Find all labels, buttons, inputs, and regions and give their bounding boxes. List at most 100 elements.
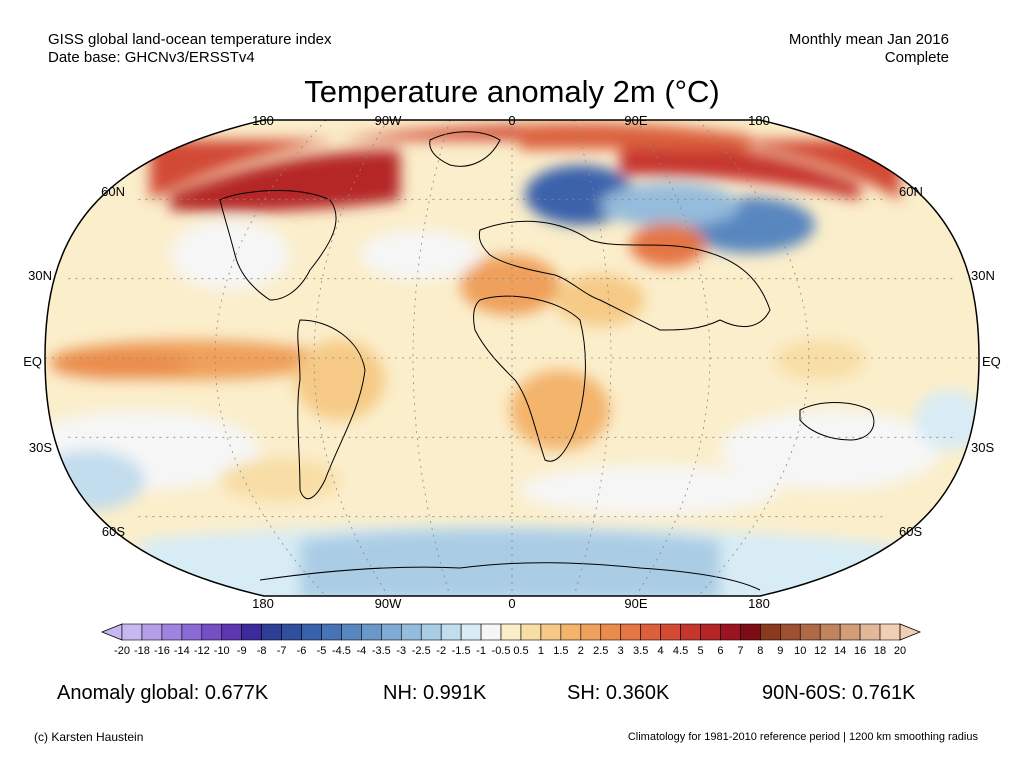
colorbar-box [819,623,841,641]
header-left: GISS global land-ocean temperature index… [48,31,332,67]
colorbar-box [201,623,223,641]
colorbar-box [859,623,881,641]
colorbar-tick-label: -7 [277,645,287,657]
graticule-meridian [214,119,327,597]
lat-label: 60S [102,524,125,539]
colorbar-tick-label: 3.5 [633,645,648,657]
lat-label: 30N [28,268,52,283]
colorbar-box [341,623,362,641]
colorbar-tick-label: 4 [658,645,664,657]
colorbar-box [281,623,302,641]
colorbar-tick-label: -0.5 [492,645,511,657]
colorbar-box [680,623,701,641]
colorbar-box [600,623,622,641]
stat-band-anomaly: 90N-60S: 0.761K [762,682,916,704]
colorbar-box [480,623,502,641]
colorbar-tick-label: 3 [618,645,624,657]
colorbar-box [760,623,781,641]
lat-label: 30S [29,440,52,455]
colorbar-box [520,623,542,641]
lat-label: 60N [899,184,923,199]
stat-nh-anomaly: NH: 0.991K [383,682,487,704]
colorbar-tick-label: 8 [757,645,763,657]
colorbar-min-arrow [100,623,123,641]
dataset-title: GISS global land-ocean temperature index [48,31,332,48]
colorbar-tick-label: -12 [194,645,210,657]
colorbar-box [420,623,442,641]
colorbar-box [720,623,741,641]
colorbar-tick-label: -3.5 [372,645,391,657]
lon-label: 180 [748,113,770,128]
lon-label: 0 [508,113,515,128]
colorbar-tick-label: -3 [396,645,406,657]
copyright: (c) Karsten Haustein [34,730,144,744]
lat-label: EQ [23,354,42,369]
colorbar-tick-label: 5 [697,645,703,657]
stat-global-anomaly: Anomaly global: 0.677K [57,682,269,704]
lat-labels-left: 60N 30N EQ 30S 60S [23,184,125,539]
lon-label: 90E [624,596,647,610]
graticule-meridian [635,119,711,597]
colorbar-tick-label: 14 [834,645,846,657]
colorbar-box [361,623,382,641]
colorbar-tick-label: -5 [317,645,327,657]
colorbar-box [321,623,342,641]
colorbar-boxes [100,623,922,641]
colorbar-tick-label: 2 [578,645,584,657]
colorbar-box [500,623,522,641]
lat-label: 30N [971,268,995,283]
colorbar-box [261,623,282,641]
colorbar-tick-label: -1.5 [452,645,471,657]
colorbar-box [700,623,721,641]
colorbar-box [540,623,562,641]
colorbar-tick-label: 9 [777,645,783,657]
colorbar-box [460,623,482,641]
colorbar-box [121,623,143,641]
colorbar-tick-label: 10 [794,645,806,657]
colorbar-box [780,623,801,641]
lon-label: 180 [252,113,274,128]
lat-label: EQ [982,354,1001,369]
lon-labels-top: 180 90W 0 90E 180 [252,113,770,128]
colorbar-tick-label: -2.5 [412,645,431,657]
colorbar-tick-label: 4.5 [673,645,688,657]
colorbar-box [440,623,462,641]
colorbar-box [181,623,203,641]
colorbar-box [660,623,681,641]
colorbar-box [580,623,602,641]
globe-outline [44,119,980,597]
lat-label: 60S [899,524,922,539]
colorbar-tick-label: 6 [717,645,723,657]
colorbar-tick-label: -9 [237,645,247,657]
colorbar-tick-label: 1.5 [553,645,568,657]
colorbar-box [141,623,163,641]
colorbar-tick-label: 18 [874,645,886,657]
anomaly-map: 180 90W 0 90E 180 180 90W 0 90E 180 60N … [23,113,1001,610]
colorbar-tick-label: -18 [134,645,150,657]
lon-label: 90W [375,113,402,128]
graticule-meridian [313,119,389,597]
colorbar-box [301,623,322,641]
database-label: Date base: GHCNv3/ERSSTv4 [48,49,255,66]
status-label: Complete [884,49,949,66]
period-label: Monthly mean Jan 2016 [788,31,949,48]
graticule [45,119,979,597]
colorbar-tick-label: -14 [174,645,190,657]
colorbar-tick-label: 0.5 [513,645,528,657]
colorbar-box [640,623,661,641]
colorbar-tick-label: -4 [356,645,366,657]
colorbar-box [799,623,821,641]
colorbar-tick-label: 16 [854,645,866,657]
colorbar-tick-label: -1 [476,645,486,657]
header-right: Monthly mean Jan 2016 Complete [789,31,949,67]
colorbar-tick-label: 7 [737,645,743,657]
colorbar-max-arrow [899,623,922,641]
colorbar-box [879,623,901,641]
colorbar-box [839,623,861,641]
lon-label: 0 [508,596,515,610]
lon-label: 90E [624,113,647,128]
colorbar-tick-label: -16 [154,645,170,657]
colorbar-box [161,623,183,641]
colorbar-box [400,623,422,641]
colorbar-ticks: -20 -18 -16 -14 -12 -10 -9 -8 -7 -6 -5 -4.5 -4 -3.5 -3… [114,645,906,657]
